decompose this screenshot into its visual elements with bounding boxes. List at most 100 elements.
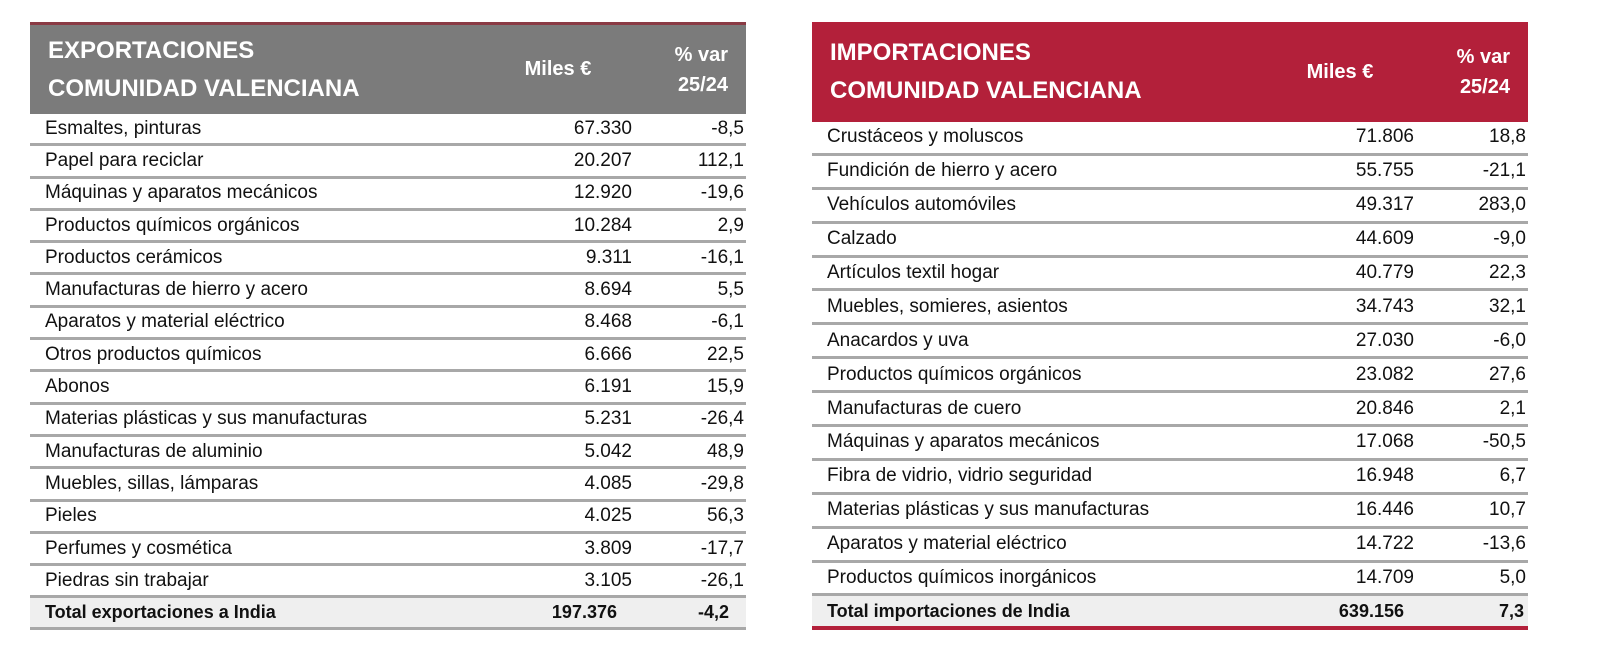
- table-row: Pieles 4.025 56,3: [30, 502, 746, 534]
- row-name: Fibra de vidrio, vidrio seguridad: [827, 465, 1093, 487]
- row-amount: 16.446: [1355, 499, 1414, 521]
- row-var: 18,8: [1489, 126, 1526, 148]
- table-row: Fibra de vidrio, vidrio seguridad 16.948 6…: [812, 461, 1528, 495]
- row-amount: 49.317: [1355, 194, 1414, 216]
- row-amount: 4.025: [584, 505, 632, 527]
- imports-title: IMPORTACIONES COMUNIDAD VALENCIANA: [830, 34, 1270, 110]
- row-amount: 67.330: [573, 117, 632, 139]
- exports-total-row: Total exportaciones a India 197.376 -4,2: [30, 598, 746, 631]
- table-row: Crustáceos y moluscos 71.806 18,8: [812, 122, 1528, 156]
- row-name: Aparatos y material eléctrico: [827, 533, 1067, 555]
- row-var: 48,9: [707, 440, 744, 462]
- exports-col-amount: Miles €: [524, 58, 592, 80]
- imports-header: IMPORTACIONES COMUNIDAD VALENCIANA Miles…: [812, 22, 1528, 122]
- row-name: Papel para reciclar: [45, 149, 204, 171]
- imports-col-amount: Miles €: [1306, 60, 1374, 83]
- row-amount: 9.311: [585, 246, 632, 268]
- table-row: Muebles, sillas, lámparas 4.085 -29,8: [30, 469, 746, 502]
- row-name: Abonos: [45, 376, 110, 398]
- imports-title-line2: COMUNIDAD VALENCIANA: [830, 77, 1142, 104]
- row-var: -17,7: [700, 537, 744, 559]
- row-amount: 12.920: [573, 182, 632, 204]
- row-var: 2,1: [1499, 397, 1526, 419]
- table-row: Esmaltes, pinturas 67.330 -8,5: [30, 114, 746, 147]
- row-var: 22,5: [707, 343, 744, 365]
- table-row: Productos cerámicos 9.311 -16,1: [30, 243, 746, 276]
- row-amount: 20.846: [1355, 397, 1414, 419]
- row-var: 27,6: [1489, 363, 1526, 385]
- row-name: Vehículos automóviles: [827, 194, 1017, 216]
- row-name: Muebles, sillas, lámparas: [45, 472, 259, 494]
- row-name: Esmaltes, pinturas: [45, 117, 202, 139]
- row-var: 22,3: [1489, 262, 1526, 283]
- row-var: -13,6: [1482, 533, 1526, 555]
- table-row: Fundición de hierro y acero 55.755 -21,1: [812, 156, 1528, 190]
- row-amount: 55.755: [1355, 160, 1414, 182]
- row-amount: 8.694: [584, 279, 632, 301]
- row-amount: 6.191: [584, 376, 632, 398]
- row-name: Máquinas y aparatos mecánicos: [45, 182, 318, 204]
- row-name: Productos químicos inorgánicos: [827, 567, 1097, 589]
- table-row: Vehículos automóviles 49.317 283,0: [812, 190, 1528, 224]
- imports-col-var: % var 25/24: [1410, 42, 1510, 102]
- table-row: Manufacturas de hierro y acero 8.694 5,5: [30, 275, 746, 308]
- table-row: Piedras sin trabajar 3.105 -26,1: [30, 566, 746, 599]
- row-name: Anacardos y uva: [827, 329, 969, 351]
- row-var: -50,5: [1482, 431, 1526, 453]
- row-var: -4,2: [697, 602, 729, 623]
- row-amount: 20.207: [573, 149, 632, 171]
- table-row: Manufacturas de aluminio 5.042 48,9: [30, 437, 746, 470]
- row-var: -8,5: [711, 117, 744, 139]
- row-name: Muebles, somieres, asientos: [827, 295, 1068, 317]
- table-row: Productos químicos orgánicos 23.082 27,6: [812, 359, 1528, 394]
- table-row: Artículos textil hogar 40.779 22,3: [812, 258, 1528, 292]
- table-row: Anacardos y uva 27.030 -6,0: [812, 325, 1528, 360]
- row-var: 32,1: [1489, 295, 1526, 317]
- row-var: 283,0: [1478, 194, 1526, 216]
- row-var: -21,1: [1482, 160, 1526, 182]
- row-amount: 6.666: [584, 343, 632, 365]
- row-name: Productos cerámicos: [45, 246, 223, 268]
- exports-col-var: % var 25/24: [628, 40, 728, 100]
- row-name: Fundición de hierro y acero: [827, 160, 1058, 182]
- row-var: -26,1: [700, 569, 744, 591]
- row-amount: 10.284: [573, 214, 632, 236]
- row-name: Máquinas y aparatos mecánicos: [827, 431, 1100, 453]
- row-name: Otros productos químicos: [45, 343, 262, 365]
- row-amount: 8.468: [584, 311, 632, 333]
- row-name: Manufacturas de hierro y acero: [45, 279, 308, 301]
- row-amount: 197.376: [551, 602, 617, 623]
- row-name: Artículos textil hogar: [827, 262, 1000, 283]
- row-amount: 16.948: [1355, 465, 1414, 487]
- imports-title-line1: IMPORTACIONES: [830, 39, 1031, 66]
- row-name: Pieles: [45, 505, 97, 527]
- table-row: Otros productos químicos 6.666 22,5: [30, 340, 746, 373]
- row-amount: 44.609: [1355, 228, 1414, 250]
- table-row: Aparatos y material eléctrico 8.468 -6,1: [30, 308, 746, 341]
- row-name: Materias plásticas y sus manufacturas: [827, 499, 1150, 521]
- table-row: Materias plásticas y sus manufacturas 5.2…: [30, 405, 746, 437]
- exports-col-var-line1: % var: [674, 43, 728, 66]
- row-amount: 14.722: [1355, 533, 1414, 555]
- table-row: Máquinas y aparatos mecánicos 17.068 -50,5: [812, 427, 1528, 461]
- row-var: 2,9: [717, 214, 744, 236]
- table-row: Productos químicos orgánicos 10.284 2,9: [30, 211, 746, 244]
- table-row: Productos químicos inorgánicos 14.709 5,0: [812, 563, 1528, 597]
- row-var: 15,9: [707, 376, 744, 398]
- row-var: -26,4: [700, 408, 744, 430]
- row-var: -19,6: [700, 182, 744, 204]
- row-var: 5,0: [1499, 567, 1526, 589]
- row-var: -16,1: [700, 246, 744, 268]
- table-row: Máquinas y aparatos mecánicos 12.920 -19,6: [30, 179, 746, 211]
- table-row: Materias plásticas y sus manufacturas 16.…: [812, 495, 1528, 529]
- table-row: Abonos 6.191 15,9: [30, 372, 746, 405]
- imports-table: IMPORTACIONES COMUNIDAD VALENCIANA Miles…: [812, 22, 1528, 631]
- row-var: 112,1: [697, 149, 744, 171]
- row-name: Productos químicos orgánicos: [45, 214, 300, 236]
- row-amount: 3.809: [584, 537, 632, 559]
- row-var: -6,0: [1493, 329, 1526, 351]
- row-name: Total importaciones de India: [827, 600, 1070, 621]
- exports-title: EXPORTACIONES COMUNIDAD VALENCIANA: [48, 32, 488, 108]
- imports-col-var-line2: 25/24: [1459, 76, 1510, 98]
- exports-table: EXPORTACIONES COMUNIDAD VALENCIANA Miles…: [30, 22, 746, 631]
